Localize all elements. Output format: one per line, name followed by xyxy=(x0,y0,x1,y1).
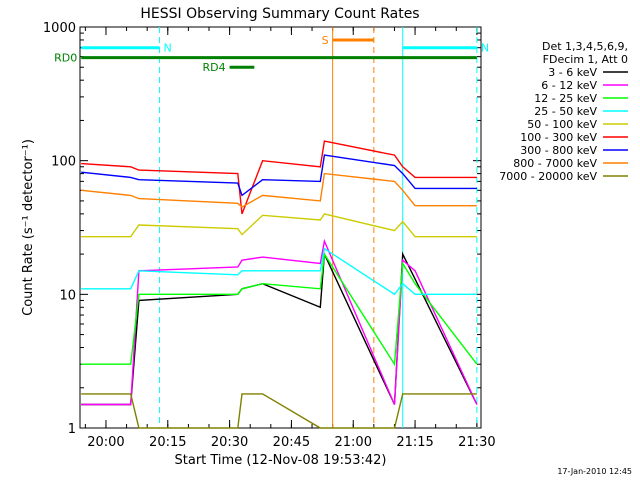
x-axis-label: Start Time (12-Nov-08 19:53:42) xyxy=(175,453,387,468)
y-tick-label: 1 xyxy=(68,422,76,437)
legend-entry-label: 6 - 12 keV xyxy=(541,79,597,92)
legend-entry-label: 800 - 7000 keV xyxy=(513,157,597,170)
plot-frame xyxy=(79,26,482,429)
series-line-6 xyxy=(81,140,477,215)
x-tick-label: 21:15 xyxy=(396,435,433,450)
series-line-3 xyxy=(81,252,478,367)
legend-entry-label: 25 - 50 keV xyxy=(534,105,597,118)
flag-label: N xyxy=(164,42,172,55)
series-line-8 xyxy=(81,172,477,208)
y-tick-label: 1000 xyxy=(43,21,76,36)
x-tick-label: 21:00 xyxy=(335,435,372,450)
chart-title: HESSI Observing Summary Count Rates xyxy=(140,6,419,22)
legend-entry-label: 100 - 300 keV xyxy=(520,131,597,144)
flag-label: RD4 xyxy=(202,61,225,74)
legend-entry-label: 7000 - 20000 keV xyxy=(499,170,597,183)
legend-entry-label: 50 - 100 keV xyxy=(527,118,597,131)
x-tick-label: 20:30 xyxy=(211,435,248,450)
series-line-9 xyxy=(81,393,477,429)
series-line-1 xyxy=(81,251,478,406)
series-line-4 xyxy=(81,247,477,296)
legend-entry-label: 12 - 25 keV xyxy=(534,92,597,105)
y-tick-label: 10 xyxy=(59,288,76,303)
x-tick-label: 21:30 xyxy=(458,435,495,450)
series-line-2 xyxy=(81,238,478,406)
series-line-7 xyxy=(81,154,477,197)
flag-label: S xyxy=(322,34,329,47)
y-axis-label: Count Rate (s⁻¹ detector⁻¹) xyxy=(21,139,36,316)
footer-timestamp: 17-Jan-2010 12:45 xyxy=(557,467,632,476)
series-line-5 xyxy=(81,213,477,238)
legend-header: FDecim 1, Att 0 xyxy=(543,53,628,66)
x-tick-label: 20:15 xyxy=(149,435,186,450)
x-tick-label: 20:00 xyxy=(87,435,124,450)
legend-entry-label: 300 - 800 keV xyxy=(520,144,597,157)
flag-label: N xyxy=(481,42,489,55)
y-tick-label: 100 xyxy=(51,155,76,170)
legend-entry-label: 3 - 6 keV xyxy=(548,66,597,79)
legend-header: Det 1,3,4,5,6,9, xyxy=(542,40,628,53)
x-tick-label: 20:45 xyxy=(273,435,310,450)
flag-label: RD0 xyxy=(54,52,77,65)
